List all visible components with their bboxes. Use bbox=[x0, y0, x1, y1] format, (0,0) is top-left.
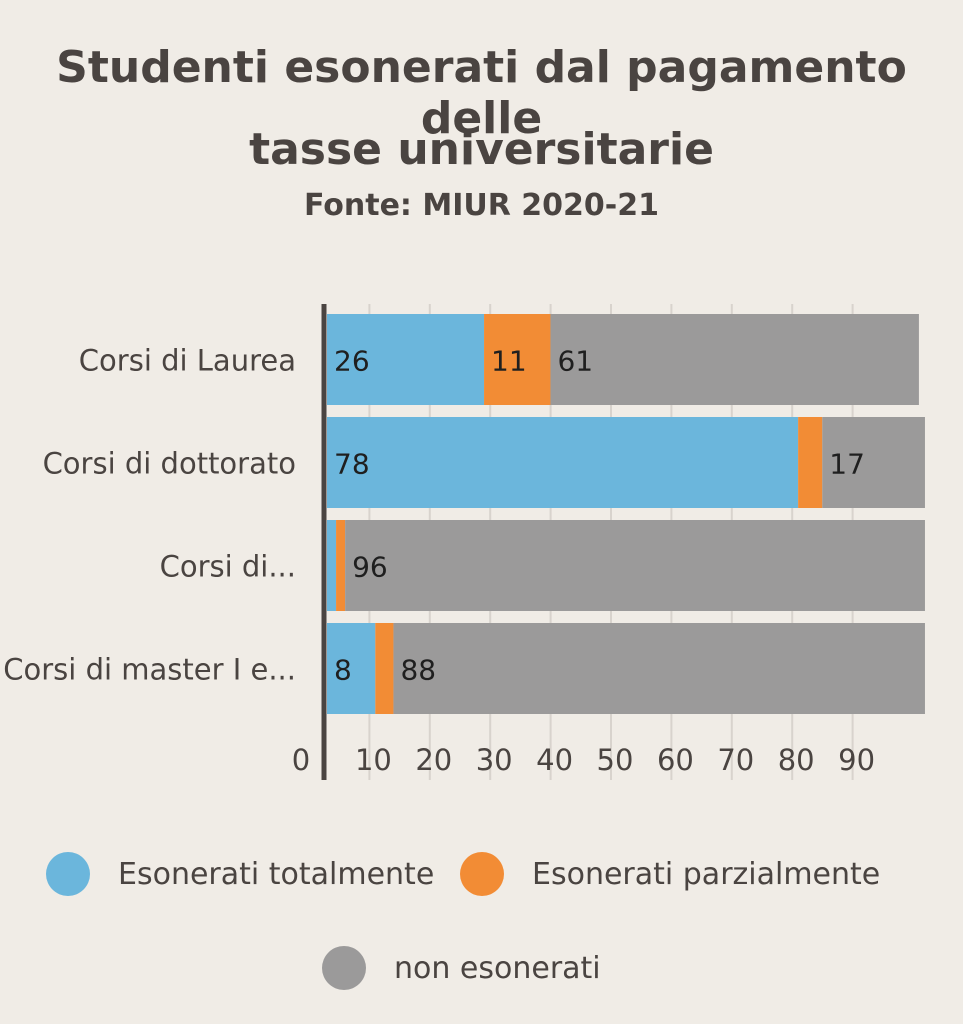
bar-chart: 26 11 61 Corsi di Laurea 78 17 Corsi di dottor… bbox=[3, 304, 925, 780]
bar-segment bbox=[550, 314, 919, 405]
data-label: 17 bbox=[829, 448, 865, 481]
chart-title-line-1: Studenti esonerati dal pagamento delle bbox=[56, 42, 907, 144]
legend-item-not-exempt: non esonerati bbox=[322, 946, 601, 990]
x-tick-label: 10 bbox=[355, 743, 392, 777]
legend-label-partially: Esonerati parzialmente bbox=[532, 856, 881, 892]
category-label: Corsi di master I e... bbox=[3, 653, 296, 687]
bar-segment bbox=[345, 520, 925, 611]
data-label: 96 bbox=[352, 551, 388, 584]
legend-label-not-exempt: non esonerati bbox=[394, 950, 601, 986]
legend-swatch-not-exempt bbox=[322, 946, 366, 990]
data-label: 78 bbox=[334, 448, 370, 481]
x-tick-label: 20 bbox=[415, 743, 452, 777]
bar-segment bbox=[393, 623, 925, 714]
bar-segment bbox=[336, 520, 346, 611]
data-label: 26 bbox=[334, 345, 370, 378]
bar-segment bbox=[327, 417, 799, 508]
x-tick-label: 90 bbox=[838, 743, 875, 777]
category-label: Corsi di... bbox=[160, 550, 296, 584]
legend-swatch-partially bbox=[460, 852, 504, 896]
bar-segment bbox=[484, 314, 551, 405]
legend-label-totally: Esonerati totalmente bbox=[118, 856, 435, 892]
chart-subtitle: Fonte: MIUR 2020-21 bbox=[304, 188, 659, 223]
bar-segment bbox=[375, 623, 394, 714]
x-tick-label: 70 bbox=[717, 743, 754, 777]
data-label: 88 bbox=[400, 654, 436, 687]
x-tick-label: 30 bbox=[476, 743, 513, 777]
chart-title-line-2: tasse universitarie bbox=[249, 124, 714, 175]
x-tick-label: 0 bbox=[292, 743, 310, 777]
bar-segment bbox=[327, 314, 485, 405]
bar-segment bbox=[822, 417, 925, 508]
category-label: Corsi di Laurea bbox=[79, 344, 296, 378]
x-tick-label: 50 bbox=[597, 743, 634, 777]
x-tick-label: 80 bbox=[778, 743, 815, 777]
x-tick-label: 40 bbox=[536, 743, 573, 777]
legend-swatch-totally bbox=[46, 852, 90, 896]
legend-item-partially: Esonerati parzialmente bbox=[460, 852, 880, 896]
bar-segment bbox=[798, 417, 823, 508]
bar-segment bbox=[327, 623, 376, 714]
data-label: 11 bbox=[491, 345, 527, 378]
category-label: Corsi di dottorato bbox=[43, 447, 296, 481]
bar-segment bbox=[327, 520, 337, 611]
data-label: 8 bbox=[334, 654, 352, 687]
legend-item-totally: Esonerati totalmente bbox=[46, 852, 434, 896]
x-tick-label: 60 bbox=[657, 743, 694, 777]
data-label: 61 bbox=[557, 345, 593, 378]
